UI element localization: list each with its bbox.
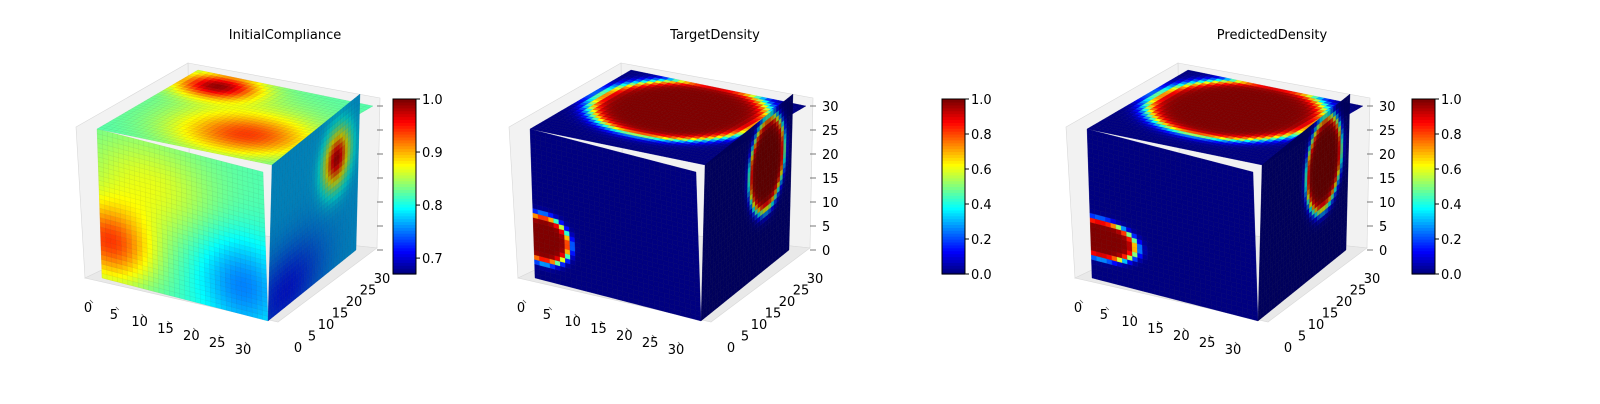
z-tick-label: 20: [822, 148, 839, 163]
colorbar-tick-label: 0.2: [1441, 233, 1462, 248]
z-tick-label: 5: [1379, 220, 1387, 235]
colorbar: 0.7 0.8 0.9 1.0: [393, 93, 443, 275]
colorbar-tick-label: 0.6: [1441, 163, 1462, 178]
y-tick-label: 0: [294, 341, 302, 356]
x-tick-label: 30: [235, 343, 252, 358]
z-tick-label: 20: [1379, 148, 1396, 163]
colorbar-tick-label: 0.0: [1441, 268, 1462, 283]
x-tick-label: 15: [157, 322, 174, 337]
colorbar-tick-label: 0.4: [1441, 198, 1462, 213]
plot-title-initial-compliance: InitialCompliance: [229, 28, 342, 43]
x-tick-label: 20: [616, 329, 633, 344]
x-tick-label: 15: [590, 322, 607, 337]
colorbar-tick-label: 1.0: [422, 93, 443, 108]
x-tick-label: 5: [543, 308, 551, 323]
z-tick-label: 15: [822, 172, 839, 187]
y-tick-label: 5: [1298, 330, 1306, 345]
colorbar-tick-label: 0.0: [971, 268, 992, 283]
z-tick-label: 15: [1379, 172, 1396, 187]
x-tick-label: 0: [84, 301, 92, 316]
z-tick-label: 30: [1379, 100, 1396, 115]
y-tick-label: 0: [1284, 341, 1292, 356]
y-tick-label: 5: [741, 330, 749, 345]
x-tick-label: 20: [183, 329, 200, 344]
colorbar-tick-label: 1.0: [1441, 93, 1462, 108]
colorbar-tick-label: 1.0: [971, 93, 992, 108]
colorbar: 0.0 0.2 0.4 0.6 0.8 1.0: [942, 93, 992, 283]
x-tick-label: 10: [131, 315, 148, 330]
plot-title-target-density: TargetDensity: [670, 28, 760, 43]
x-tick-label: 0: [517, 301, 525, 316]
plot-title-predicted-density: PredictedDensity: [1217, 28, 1327, 43]
colorbar-tick-label: 0.6: [971, 163, 992, 178]
y-tick-label: 5: [308, 330, 316, 345]
colorbar: 0.0 0.2 0.4 0.6 0.8 1.0: [1412, 93, 1462, 283]
x-tick-label: 25: [642, 336, 659, 351]
z-tick-label: 25: [822, 124, 839, 139]
colorbar-tick-label: 0.7: [422, 252, 443, 267]
z-tick-label: 5: [822, 220, 830, 235]
x-tick-label: 0: [1074, 301, 1082, 316]
colorbar-tick-label: 0.8: [1441, 128, 1462, 143]
x-tick-label: 10: [564, 315, 581, 330]
y-tick-label: 30: [807, 272, 824, 287]
colorbar-tick-label: 0.8: [422, 199, 443, 214]
z-tick-label: 10: [1379, 196, 1396, 211]
x-tick-label: 30: [668, 343, 685, 358]
colorbar-tick-label: 0.4: [971, 198, 992, 213]
y-tick-label: 30: [1364, 272, 1381, 287]
z-tick-label: 30: [822, 100, 839, 115]
x-tick-label: 25: [209, 336, 226, 351]
y-tick-label: 30: [374, 272, 391, 287]
z-tick-label: 10: [822, 196, 839, 211]
x-tick-label: 5: [1100, 308, 1108, 323]
x-tick-label: 30: [1225, 343, 1242, 358]
x-tick-label: 5: [110, 308, 118, 323]
colorbar-tick-label: 0.8: [971, 128, 992, 143]
colorbar-tick-label: 0.9: [422, 146, 443, 161]
x-tick-label: 25: [1199, 336, 1216, 351]
z-tick-label: 0: [822, 244, 830, 259]
x-tick-label: 10: [1121, 315, 1138, 330]
colorbar-tick-label: 0.2: [971, 233, 992, 248]
z-tick-label: 25: [1379, 124, 1396, 139]
y-tick-label: 0: [727, 341, 735, 356]
z-tick-label: 0: [1379, 244, 1387, 259]
x-tick-label: 20: [1173, 329, 1190, 344]
x-tick-label: 15: [1147, 322, 1164, 337]
